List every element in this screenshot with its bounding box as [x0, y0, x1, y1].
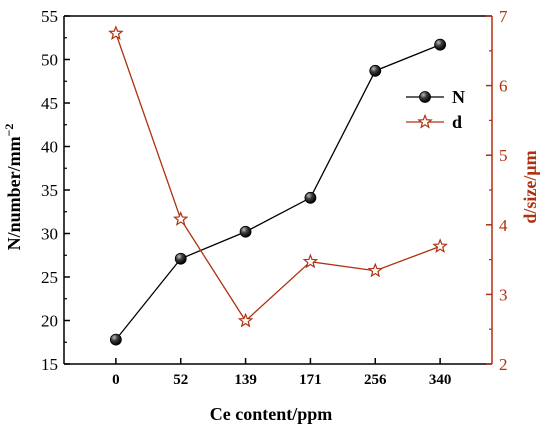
series-n-point [434, 38, 447, 51]
x-tick-label: 171 [299, 372, 322, 388]
right-y-tick-label: 3 [499, 285, 508, 304]
series-d-point [302, 253, 319, 269]
right-y-tick-label: 4 [499, 216, 508, 235]
right-y-tick-label: 5 [499, 146, 508, 165]
left-y-tick-label: 50 [41, 51, 58, 70]
legend: Nd [406, 87, 465, 132]
left-y-axis-title-sup: −2 [2, 124, 16, 137]
x-tick-label: 256 [364, 372, 387, 388]
series-d-point [172, 211, 189, 226]
series-d-point [432, 238, 448, 253]
series-n-group [109, 38, 447, 346]
series-n-point [239, 225, 252, 238]
left-y-tick-label: 15 [41, 355, 58, 374]
series-n-point [369, 64, 382, 77]
right-y-tick-label: 7 [499, 7, 508, 26]
series-d-point [237, 312, 254, 328]
series-d-point [367, 262, 384, 278]
x-tick-label: 52 [173, 372, 188, 388]
left-y-axis-title: N/number/mm−2 [2, 124, 24, 251]
series-n-point [304, 191, 317, 204]
series-n-point [109, 333, 122, 346]
left-y-tick-label: 55 [41, 7, 58, 26]
left-y-tick-label: 20 [41, 312, 58, 331]
legend-d-marker [417, 113, 433, 129]
legend-n-marker [419, 91, 431, 103]
x-tick-label: 340 [429, 372, 452, 388]
legend-n-label: N [452, 87, 465, 107]
x-axis-title: Ce content/ppm [210, 404, 333, 424]
x-tick-label: 139 [234, 372, 257, 388]
left-y-axis-title-main: N/number/mm [4, 136, 24, 250]
left-y-tick-label: 40 [41, 138, 58, 157]
right-y-tick-label: 2 [499, 355, 508, 374]
x-tick-label: 0 [112, 372, 120, 388]
series-d-point [108, 25, 124, 41]
series-d-group [108, 25, 448, 328]
series-d-line [115, 33, 441, 322]
left-y-tick-label: 45 [41, 94, 58, 113]
series-n-line [115, 44, 441, 341]
right-y-axis-title: d/size/μm [520, 150, 540, 223]
legend-d-label: d [452, 112, 462, 132]
left-y-tick-label: 35 [41, 181, 58, 200]
left-y-tick-label: 30 [41, 225, 58, 244]
right-y-tick-label: 6 [499, 77, 508, 96]
series-n-point [174, 252, 187, 265]
left-y-tick-label: 25 [41, 268, 58, 287]
